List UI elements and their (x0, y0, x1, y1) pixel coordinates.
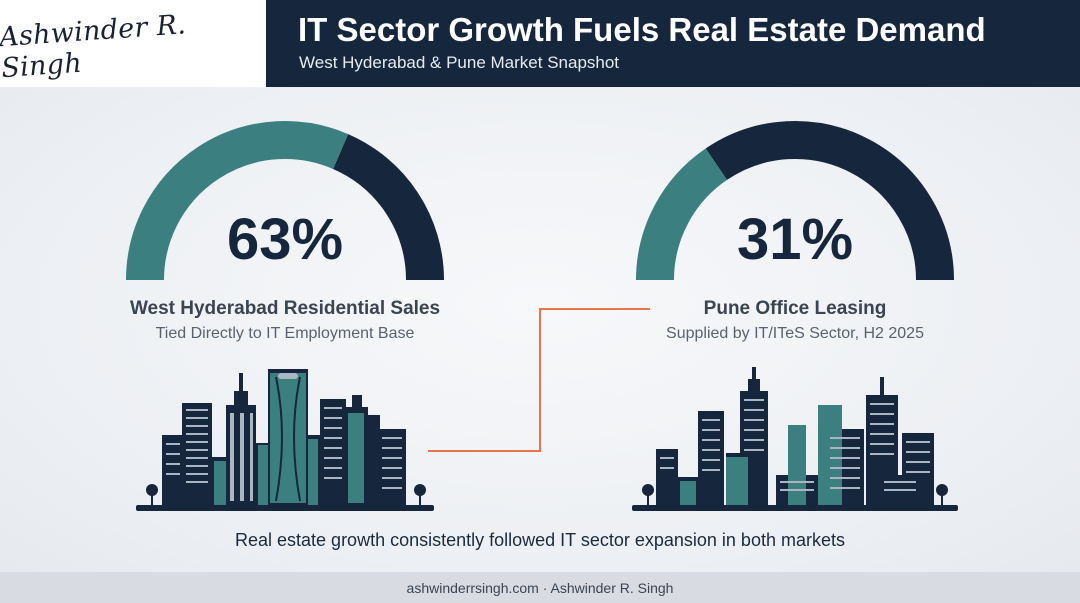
header-bar: Ashwinder R. Singh IT Sector Growth Fuel… (0, 0, 1080, 87)
page-title: IT Sector Growth Fuels Real Estate Deman… (298, 11, 986, 48)
hyderabad-gauge (126, 121, 444, 281)
pune-skyline-icon (632, 367, 958, 511)
insight-caption: Real estate growth consistently followed… (235, 530, 845, 550)
page-subtitle: West Hyderabad & Pune Market Snapshot (299, 53, 620, 72)
gauge-track (332, 134, 444, 281)
hyderabad-metric-label: West Hyderabad Residential Sales (129, 298, 441, 319)
pune-metric-sublabel: Supplied by IT/ITeS Sector, H2 2025 (666, 325, 924, 342)
pune-gauge (636, 121, 954, 281)
pune-percentage: 31% (736, 207, 854, 272)
gauge-fill (636, 148, 728, 281)
hyderabad-skyline-icon (136, 369, 434, 511)
hyderabad-percentage: 63% (226, 207, 344, 272)
footer-credit: ashwinderrsingh.com · Ashwinder R. Singh (406, 579, 674, 596)
pune-metric-label: Pune Office Leasing (703, 298, 887, 319)
gauge-track (705, 121, 954, 281)
logo: Ashwinder R. Singh (0, 0, 266, 87)
footer: ashwinderrsingh.com · Ashwinder R. Singh (0, 572, 1080, 603)
gauge-fill (126, 121, 349, 281)
hyderabad-metric-sublabel: Tied Directly to IT Employment Base (155, 325, 415, 342)
